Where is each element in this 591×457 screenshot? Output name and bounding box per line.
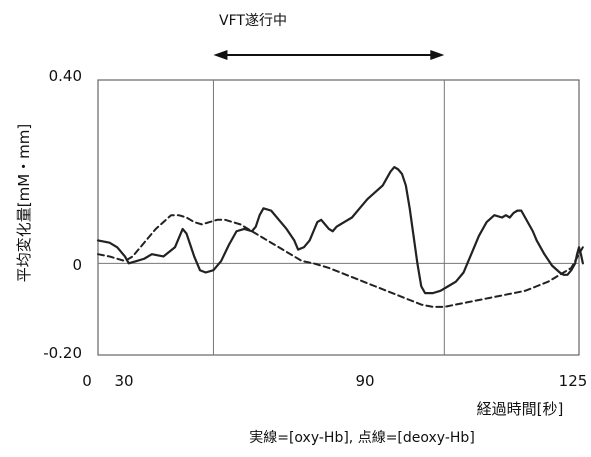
x-tick-label-30: 30: [114, 372, 133, 390]
legend-caption: 実線=[oxy-Hb], 点線=[deoxy-Hb]: [249, 430, 475, 446]
annotation-arrow-head-right: [430, 50, 445, 60]
y-axis-label: 平均変化量[mM・mm]: [15, 124, 33, 282]
annotation-label: VFT遂行中: [219, 13, 287, 29]
y-tick-label-minus-0-20: -0.20: [43, 344, 82, 362]
x-tick-label-125: 125: [559, 372, 588, 390]
x-axis-label: 経過時間[秒]: [477, 400, 564, 418]
x-tick-label-90: 90: [355, 372, 374, 390]
annotation-arrow: [213, 50, 445, 60]
series-oxy-hb-solid: [96, 165, 584, 295]
y-tick-label-0-40: 0.40: [49, 67, 82, 85]
annotation-arrow-head-left: [213, 50, 228, 60]
x-tick-label-0: 0: [82, 372, 92, 390]
series-deoxy-hb-dashed: [97, 214, 584, 308]
plot-frame: [97, 79, 580, 356]
y-tick-label-0: 0: [72, 256, 82, 274]
